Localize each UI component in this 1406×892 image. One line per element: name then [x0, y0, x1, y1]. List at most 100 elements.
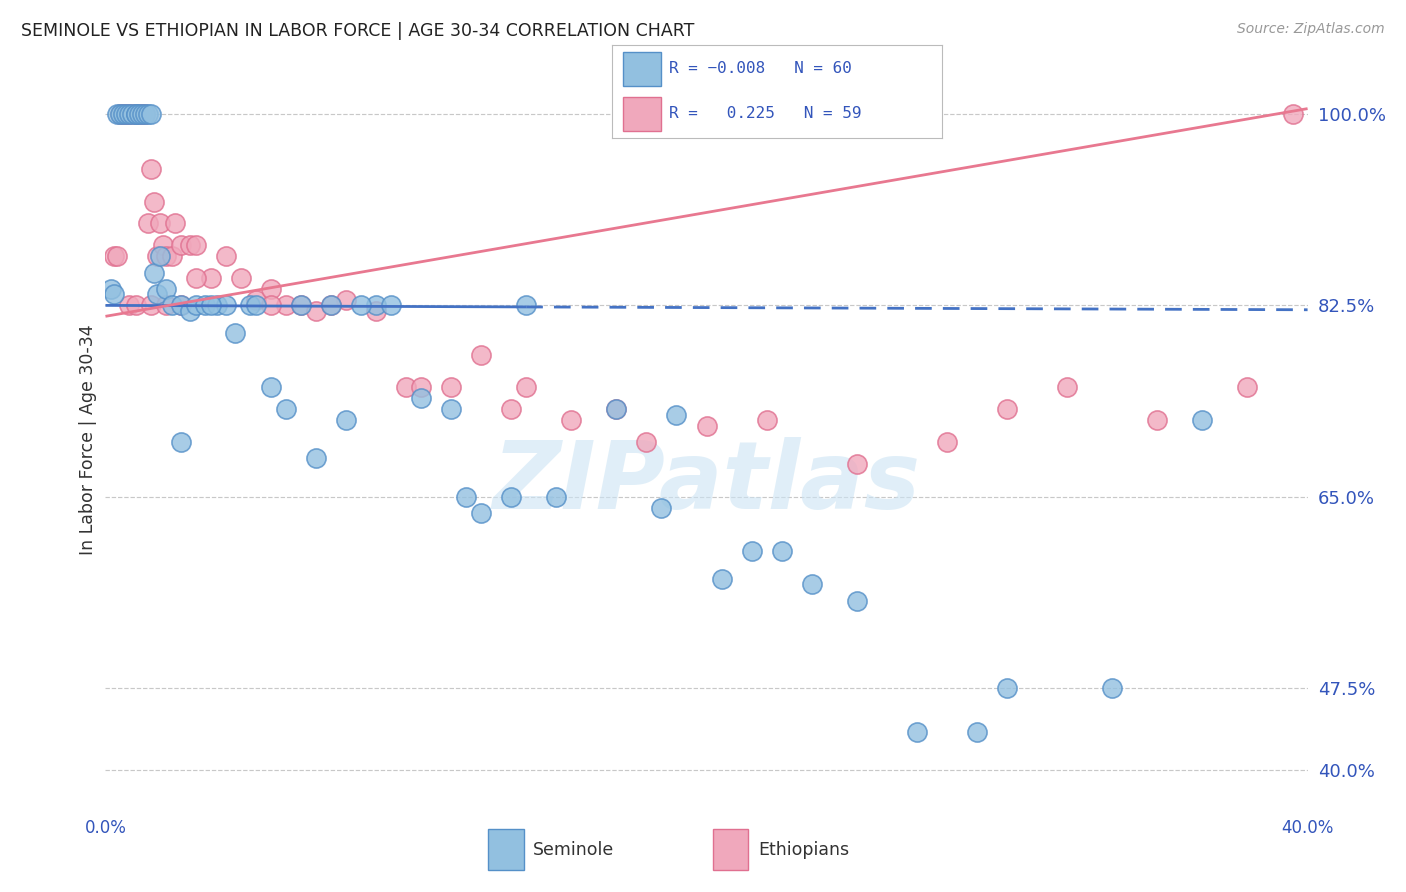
Point: [350, 298, 373, 312]
Point: [395, 380, 418, 394]
Point: [515, 380, 537, 394]
Point: [335, 293, 357, 307]
Point: [169, 435, 191, 450]
Point: [665, 408, 688, 422]
Point: [200, 271, 222, 285]
Point: [440, 402, 463, 417]
Point: [274, 298, 297, 312]
Point: [205, 298, 228, 312]
Bar: [623, 97, 661, 131]
Point: [245, 293, 267, 307]
Point: [121, 107, 143, 121]
Point: [905, 724, 928, 739]
Point: [118, 107, 141, 121]
Point: [1236, 380, 1258, 394]
Point: [1101, 681, 1123, 695]
Point: [650, 500, 672, 515]
Text: Source: ZipAtlas.com: Source: ZipAtlas.com: [1237, 22, 1385, 37]
Point: [1056, 380, 1078, 394]
Point: [274, 402, 297, 417]
Point: [260, 380, 283, 394]
Point: [936, 435, 959, 450]
Point: [470, 348, 492, 362]
Point: [239, 298, 262, 312]
Point: [845, 457, 868, 471]
Point: [995, 402, 1018, 417]
Point: [605, 402, 627, 417]
Point: [409, 380, 432, 394]
Point: [155, 298, 177, 312]
Point: [112, 107, 135, 121]
Point: [380, 298, 402, 312]
Text: ZIPatlas: ZIPatlas: [492, 437, 921, 529]
Text: 0.0%: 0.0%: [84, 819, 127, 838]
Point: [200, 298, 222, 312]
Point: [134, 107, 156, 121]
Point: [152, 238, 174, 252]
Point: [115, 107, 138, 121]
Point: [124, 107, 146, 121]
Point: [260, 282, 283, 296]
Point: [364, 298, 387, 312]
Point: [136, 107, 159, 121]
Point: [245, 298, 267, 312]
Point: [148, 249, 170, 263]
Point: [112, 107, 135, 121]
Point: [184, 271, 207, 285]
Point: [103, 249, 125, 263]
Point: [139, 161, 162, 176]
Point: [501, 402, 523, 417]
Bar: [623, 52, 661, 86]
Point: [110, 107, 132, 121]
Point: [179, 303, 201, 318]
Point: [160, 249, 183, 263]
Point: [966, 724, 988, 739]
Point: [139, 298, 162, 312]
Point: [364, 303, 387, 318]
Point: [169, 298, 191, 312]
Point: [546, 490, 568, 504]
Point: [290, 298, 312, 312]
Point: [142, 266, 165, 280]
Point: [1191, 413, 1213, 427]
Point: [103, 287, 125, 301]
Point: [145, 249, 167, 263]
Point: [214, 249, 236, 263]
Point: [184, 238, 207, 252]
Point: [110, 107, 132, 121]
Point: [605, 402, 627, 417]
Point: [515, 298, 537, 312]
Point: [319, 298, 342, 312]
Text: Seminole: Seminole: [533, 840, 614, 859]
Point: [194, 298, 217, 312]
Point: [169, 298, 191, 312]
Point: [124, 107, 146, 121]
Bar: [713, 830, 748, 870]
Point: [155, 249, 177, 263]
Point: [409, 392, 432, 406]
Point: [155, 282, 177, 296]
Point: [456, 490, 478, 504]
Text: Ethiopians: Ethiopians: [758, 840, 849, 859]
Point: [179, 238, 201, 252]
Point: [696, 418, 718, 433]
Point: [560, 413, 582, 427]
Point: [710, 572, 733, 586]
Point: [121, 107, 143, 121]
Point: [636, 435, 658, 450]
Point: [107, 249, 129, 263]
Point: [145, 287, 167, 301]
Bar: [488, 830, 524, 870]
Point: [995, 681, 1018, 695]
Point: [845, 593, 868, 607]
Point: [115, 107, 138, 121]
Point: [1281, 107, 1303, 121]
Point: [335, 413, 357, 427]
Point: [100, 282, 122, 296]
Text: R =   0.225   N = 59: R = 0.225 N = 59: [669, 106, 862, 121]
Point: [501, 490, 523, 504]
Point: [163, 216, 186, 230]
Point: [214, 298, 236, 312]
Point: [134, 107, 156, 121]
Text: R = −0.008   N = 60: R = −0.008 N = 60: [669, 61, 852, 76]
